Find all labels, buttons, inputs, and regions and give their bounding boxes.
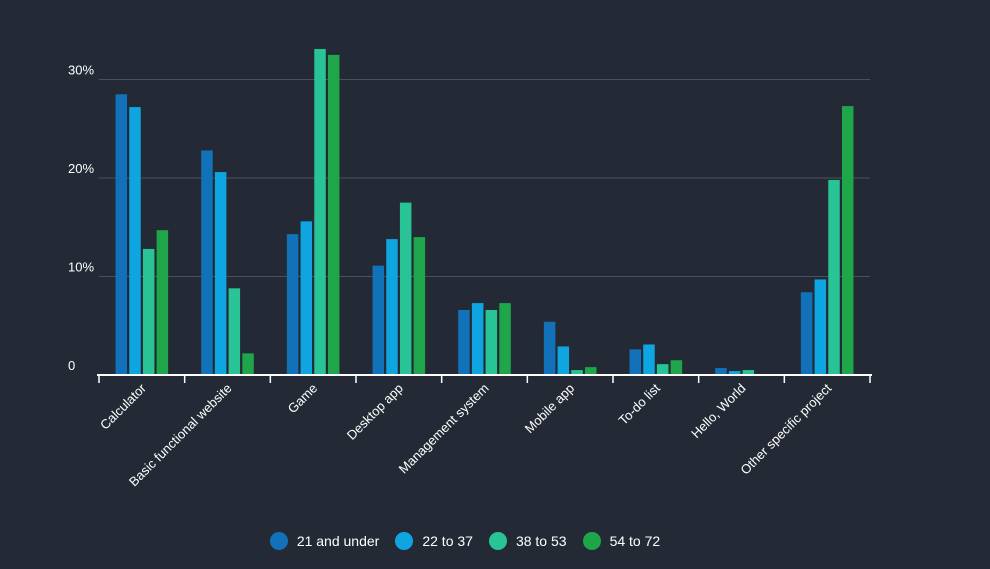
y-tick-label: 30% [68, 63, 94, 78]
legend-item[interactable]: 22 to 37 [395, 532, 473, 550]
bar[interactable] [399, 202, 412, 375]
bar[interactable] [372, 265, 385, 375]
bar[interactable] [543, 321, 556, 375]
bar[interactable] [814, 279, 827, 375]
bar[interactable] [129, 107, 141, 375]
y-tick-label: 0 [68, 358, 75, 373]
bar[interactable] [584, 367, 597, 375]
x-tick-label: Hello, World [688, 381, 749, 442]
x-tick-label: Other specific project [737, 380, 834, 477]
x-tick-label: Management system [396, 381, 492, 477]
bar[interactable] [629, 349, 642, 375]
x-tick-label: To-do list [616, 380, 664, 428]
x-tick-label: Mobile app [522, 381, 578, 437]
legend-swatch-icon [395, 532, 414, 550]
bar[interactable] [828, 179, 840, 375]
bar[interactable] [327, 54, 340, 375]
bar[interactable] [742, 370, 755, 375]
bar[interactable] [499, 303, 511, 375]
bar[interactable] [643, 344, 655, 375]
bar[interactable] [228, 288, 241, 375]
legend-swatch-icon [488, 532, 507, 550]
bar[interactable] [201, 150, 213, 375]
x-tick-label: Game [285, 381, 321, 417]
legend-item[interactable]: 38 to 53 [488, 532, 567, 550]
legend-label: 38 to 53 [515, 533, 567, 549]
bar[interactable] [571, 370, 583, 375]
legend-item[interactable]: 21 and under [269, 532, 380, 550]
gridlines [99, 79, 870, 277]
bar[interactable] [300, 221, 313, 375]
bar[interactable] [386, 239, 398, 375]
bar[interactable] [557, 346, 570, 375]
y-axis-ticks: 0 10% 20% 30% [68, 63, 94, 374]
bar[interactable] [800, 292, 813, 375]
bar[interactable] [286, 234, 299, 375]
x-tick-label: Desktop app [344, 381, 406, 443]
bar[interactable] [242, 353, 254, 375]
bar[interactable] [214, 172, 227, 375]
x-tick-label: Calculator [97, 380, 149, 432]
bar[interactable] [715, 368, 727, 375]
bar[interactable] [471, 303, 484, 375]
legend-swatch-icon [269, 532, 288, 550]
bar[interactable] [142, 248, 155, 375]
x-axis [97, 374, 872, 383]
legend: 21 and under 22 to 37 38 to 53 54 to 72 [0, 532, 930, 550]
y-tick-label: 20% [68, 161, 94, 176]
bars [115, 48, 854, 376]
bar[interactable] [670, 360, 683, 375]
bar[interactable] [115, 94, 128, 376]
legend-swatch-icon [582, 532, 601, 550]
legend-label: 21 and under [296, 533, 380, 549]
legend-item[interactable]: 54 to 72 [582, 532, 661, 550]
y-tick-label: 10% [68, 260, 94, 275]
bar[interactable] [841, 106, 854, 375]
bar[interactable] [156, 230, 169, 375]
bar[interactable] [728, 371, 741, 375]
bar[interactable] [458, 309, 470, 375]
bar[interactable] [656, 364, 669, 375]
bar[interactable] [413, 237, 426, 375]
bar[interactable] [485, 309, 498, 375]
legend-label: 54 to 72 [609, 533, 661, 549]
bar[interactable] [314, 48, 326, 376]
legend-label: 22 to 37 [422, 533, 473, 549]
